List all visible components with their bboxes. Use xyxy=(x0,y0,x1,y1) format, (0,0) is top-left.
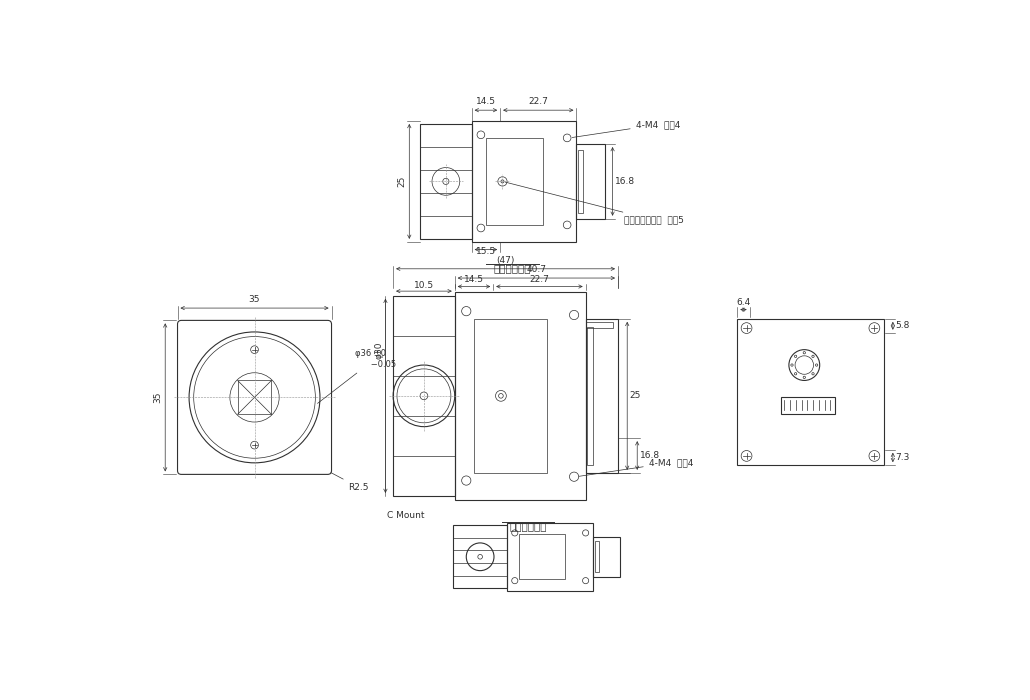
Bar xyxy=(595,541,598,572)
Text: 5.8: 5.8 xyxy=(895,321,909,330)
Text: C Mount: C Mount xyxy=(387,510,424,519)
Bar xyxy=(485,138,543,225)
Bar xyxy=(737,319,884,466)
Text: (47): (47) xyxy=(496,256,515,265)
Bar xyxy=(781,397,835,414)
Text: 4-M4  深き4: 4-M4 深き4 xyxy=(573,120,680,137)
Text: 16.8: 16.8 xyxy=(615,177,636,186)
Bar xyxy=(454,292,586,500)
Text: 35: 35 xyxy=(249,295,261,304)
Bar xyxy=(587,327,592,466)
Bar xyxy=(474,319,547,473)
Text: カメラ三脚ネジ  深き5: カメラ三脚ネジ 深き5 xyxy=(505,182,684,225)
Bar xyxy=(578,150,583,213)
Text: φ36 ±0
      −0.05: φ36 ±0 −0.05 xyxy=(317,349,396,403)
Bar xyxy=(586,322,613,328)
Text: 40.7: 40.7 xyxy=(526,265,546,274)
Text: 6.4: 6.4 xyxy=(736,298,751,307)
Text: 22.7: 22.7 xyxy=(528,97,548,106)
Bar xyxy=(393,295,454,496)
Text: 4-M4  深き4: 4-M4 深き4 xyxy=(579,458,693,476)
Text: 10.5: 10.5 xyxy=(414,281,434,290)
Bar xyxy=(420,124,472,239)
Bar xyxy=(238,381,272,414)
Text: 14.5: 14.5 xyxy=(464,275,484,284)
Bar xyxy=(519,535,564,579)
Bar xyxy=(453,525,507,588)
Bar xyxy=(472,121,577,242)
Text: 16.8: 16.8 xyxy=(640,451,659,460)
Text: 15.5: 15.5 xyxy=(476,248,496,256)
Text: 35: 35 xyxy=(153,391,162,403)
Text: φ30: φ30 xyxy=(375,342,384,359)
Bar xyxy=(586,319,618,473)
Bar xyxy=(593,537,620,577)
Text: 7.3: 7.3 xyxy=(895,453,909,462)
Text: 対面同一形犴: 対面同一形犴 xyxy=(509,522,547,531)
Bar xyxy=(507,523,593,591)
Text: 22.7: 22.7 xyxy=(529,275,549,284)
Bar xyxy=(577,144,605,218)
Text: 対面同一形犴: 対面同一形犴 xyxy=(493,263,531,274)
Text: 25: 25 xyxy=(629,391,641,400)
Text: 25: 25 xyxy=(398,176,406,187)
Text: R2.5: R2.5 xyxy=(331,473,369,492)
Text: 14.5: 14.5 xyxy=(476,97,495,106)
